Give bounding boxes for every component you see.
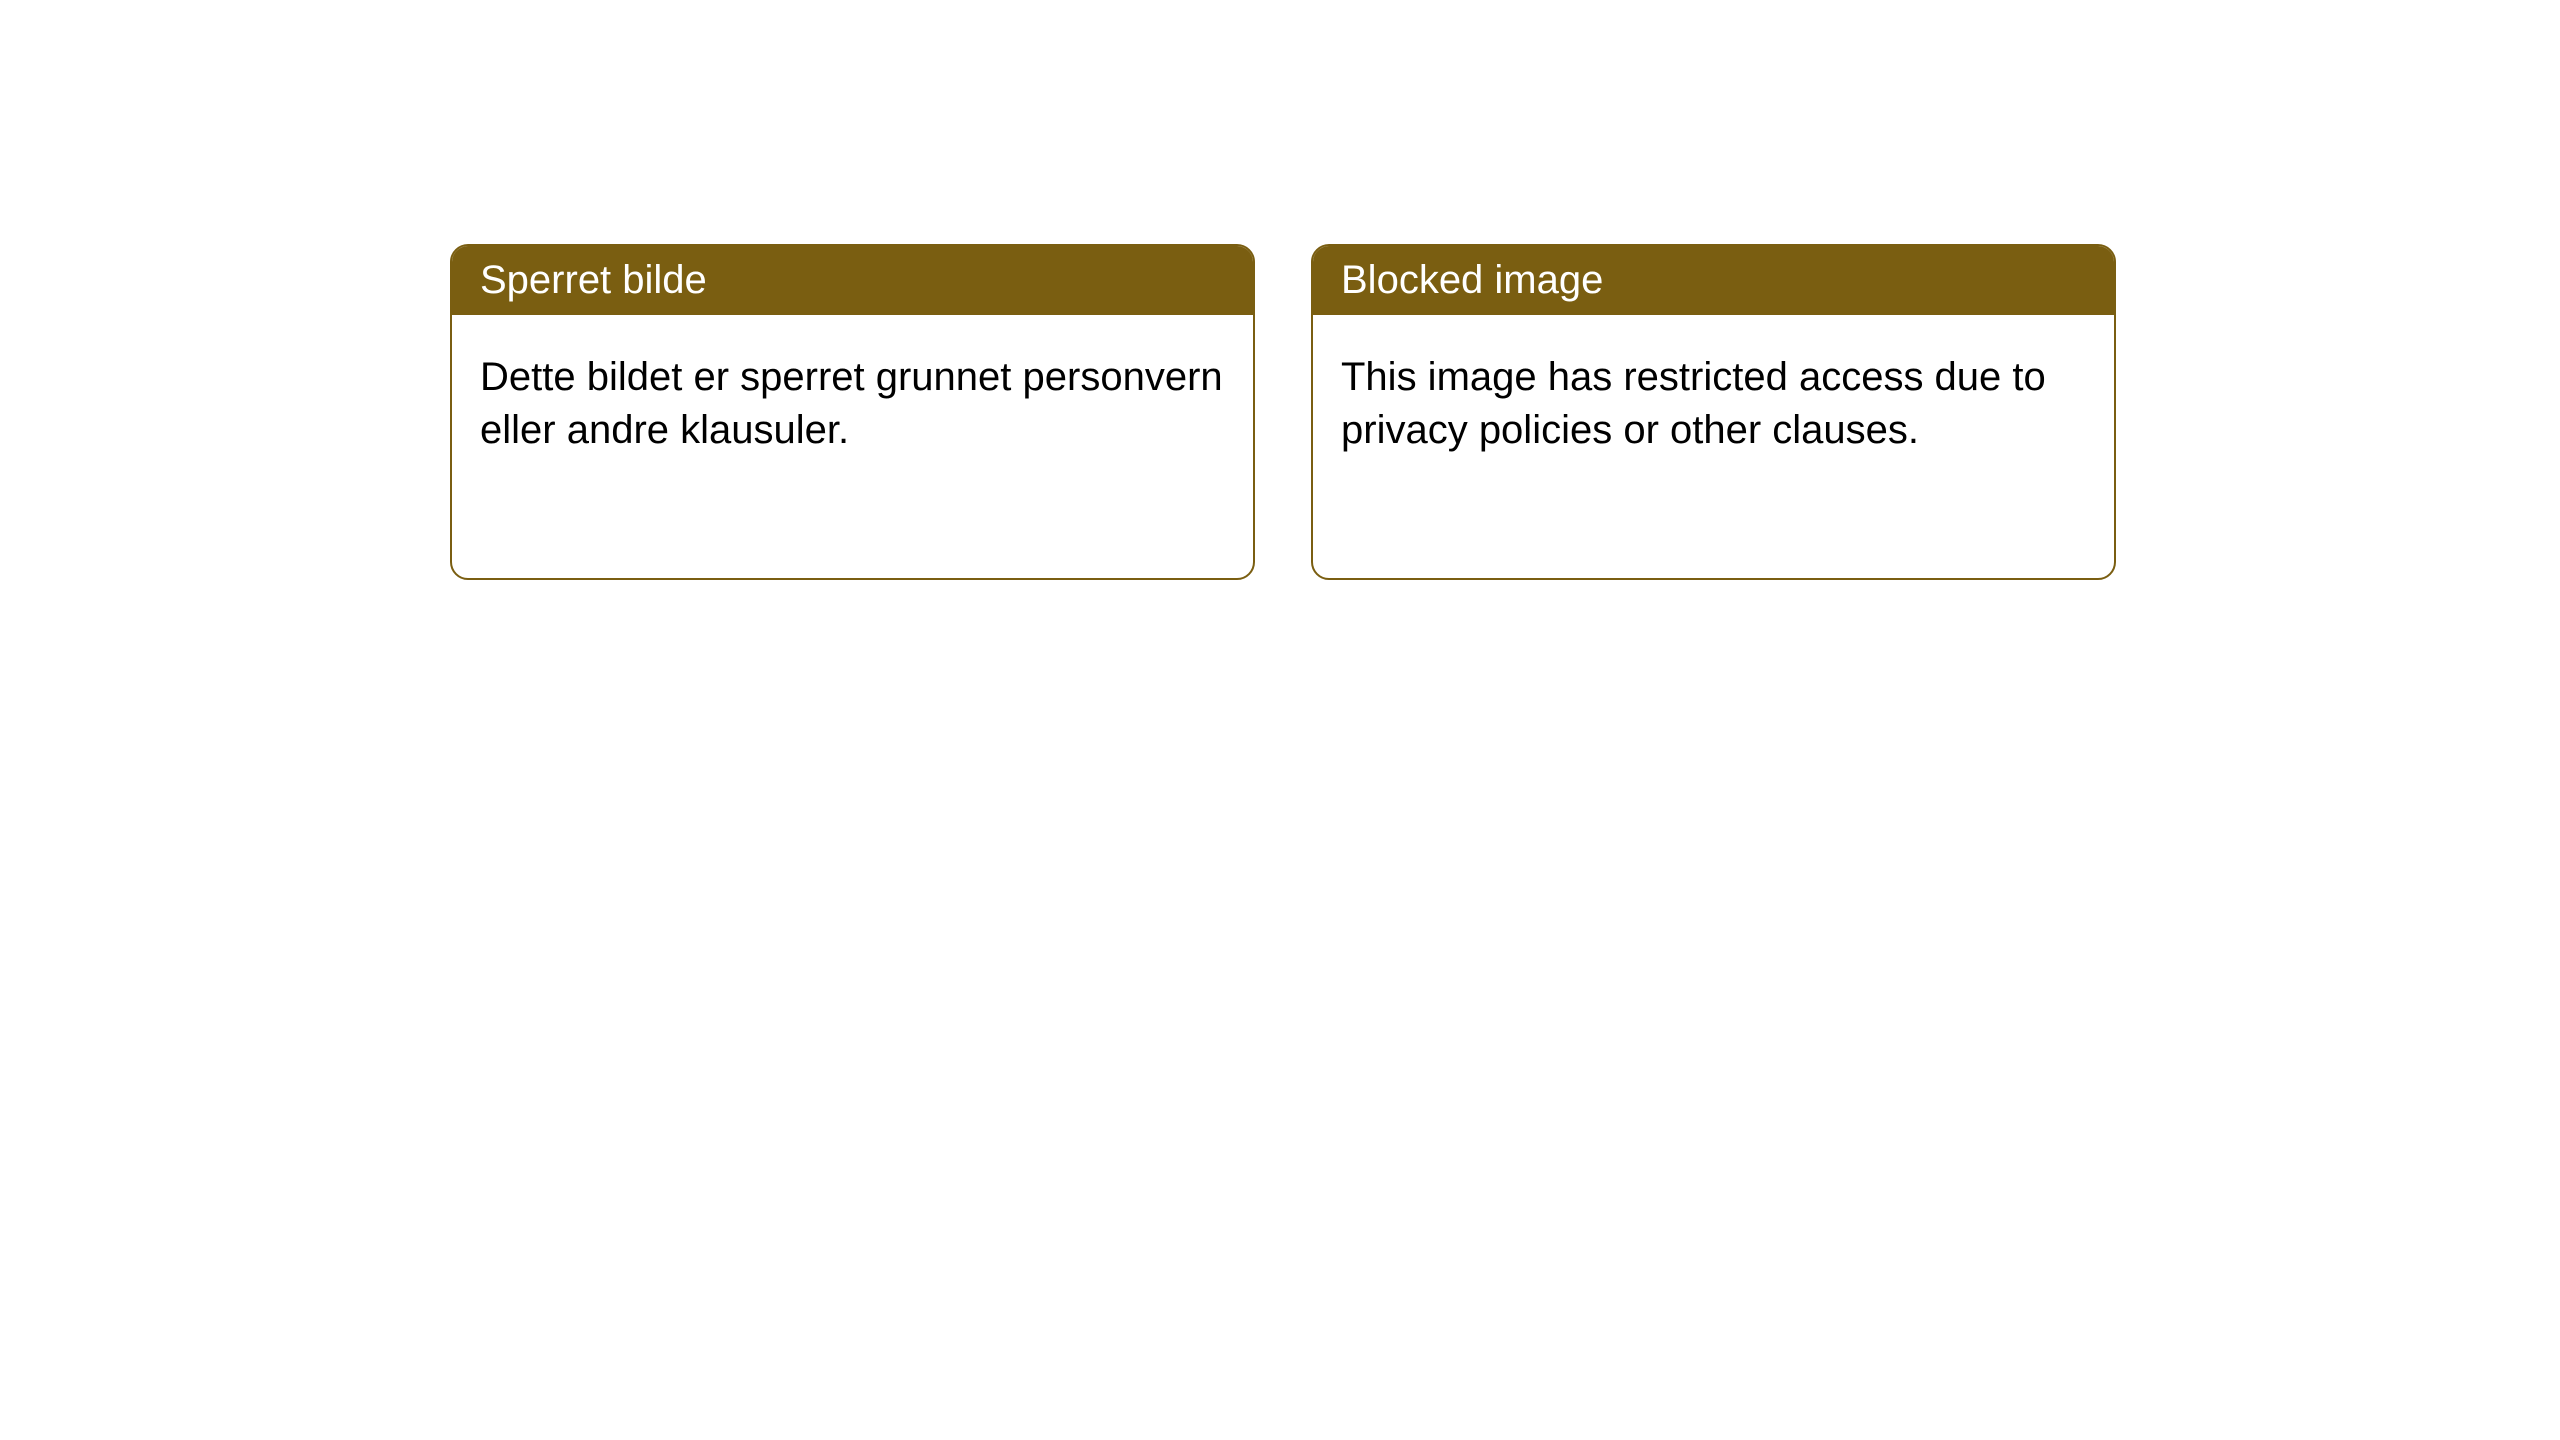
- notice-body-text: Dette bildet er sperret grunnet personve…: [480, 355, 1223, 452]
- notice-body-text: This image has restricted access due to …: [1341, 355, 2046, 452]
- notice-header: Blocked image: [1313, 246, 2114, 315]
- notice-title: Blocked image: [1341, 258, 1603, 302]
- notice-body: This image has restricted access due to …: [1313, 315, 2114, 493]
- notice-title: Sperret bilde: [480, 258, 707, 302]
- notice-card-norwegian: Sperret bilde Dette bildet er sperret gr…: [450, 244, 1255, 580]
- notice-header: Sperret bilde: [452, 246, 1253, 315]
- notice-body: Dette bildet er sperret grunnet personve…: [452, 315, 1253, 493]
- notice-container: Sperret bilde Dette bildet er sperret gr…: [0, 0, 2560, 580]
- notice-card-english: Blocked image This image has restricted …: [1311, 244, 2116, 580]
